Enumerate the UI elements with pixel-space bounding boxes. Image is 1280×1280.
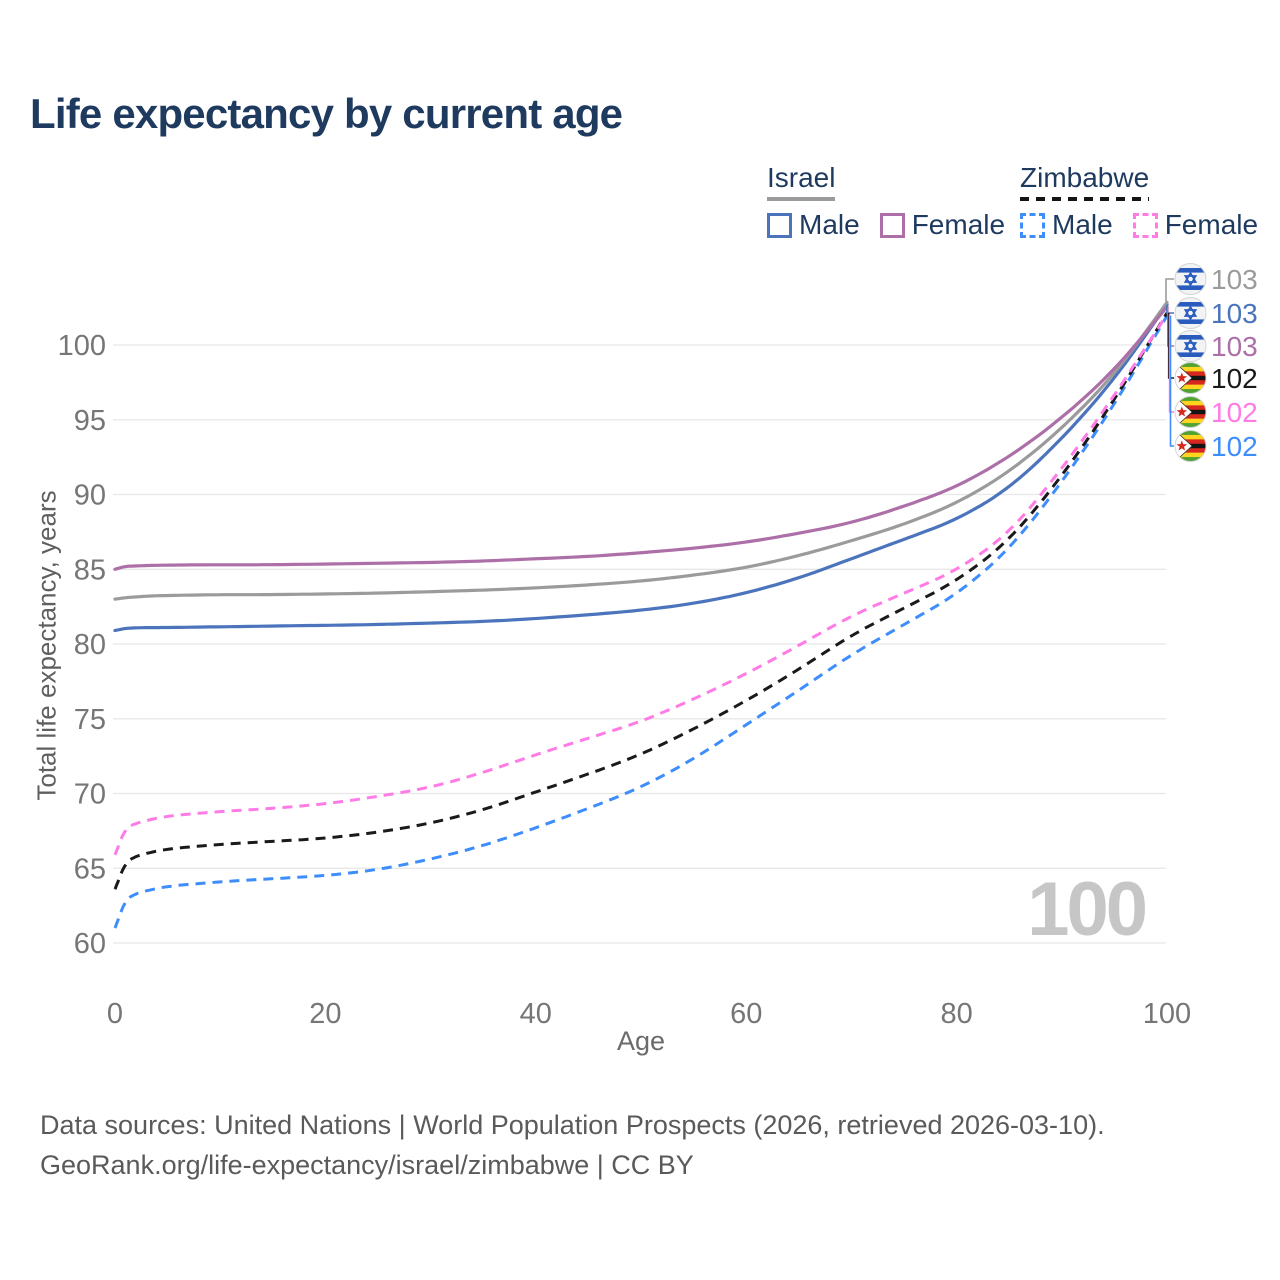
- legend-group-zimbabwe: Zimbabwe Male Female: [1020, 162, 1278, 241]
- zimbabwe-line-style-swatch: [1020, 197, 1150, 201]
- legend-swatch-israel-female[interactable]: [879, 212, 905, 238]
- series-line-israel-all: [113, 300, 1169, 601]
- israel-flag-art: [1175, 330, 1206, 362]
- flag-israel: [1174, 297, 1207, 329]
- chart-footer: Data sources: United Nations | World Pop…: [40, 1105, 1105, 1185]
- series-line-israel-female: [113, 305, 1169, 571]
- series-lines: [113, 300, 1169, 930]
- flag-zimbabwe: [1174, 362, 1207, 394]
- legend-label-israel-male[interactable]: Male: [799, 209, 860, 240]
- series-line-zimbabwe-all: [113, 312, 1169, 891]
- end-connector-israel-female: [1167, 306, 1174, 347]
- x-tick-40: 40: [520, 998, 552, 1030]
- zimbabwe-flag-art: [1175, 396, 1206, 428]
- israel-flag-ring: [1174, 330, 1207, 362]
- y-tick-85: 85: [74, 554, 106, 586]
- y-tick-65: 65: [74, 853, 106, 885]
- flag-israel: [1174, 263, 1207, 295]
- legend-label-zimbabwe-female[interactable]: Female: [1164, 209, 1259, 240]
- end-connector-zimbabwe-male: [1169, 315, 1174, 447]
- legend-group-israel: Israel Male Female: [767, 162, 1025, 241]
- x-tick-0: 0: [107, 998, 123, 1030]
- legend-country-zimbabwe[interactable]: Zimbabwe: [1020, 162, 1150, 201]
- y-tick-80: 80: [74, 629, 106, 661]
- zimbabwe-flag-ring: [1174, 430, 1207, 462]
- flag-zimbabwe: [1174, 430, 1207, 462]
- current-age-watermark: 100: [1027, 867, 1148, 952]
- end-label-zimbabwe-all: 102: [1211, 363, 1258, 394]
- x-tick-100: 100: [1143, 998, 1191, 1030]
- end-label-israel-male: 103: [1211, 298, 1258, 329]
- x-axis-title: Age: [616, 1026, 666, 1056]
- end-label-israel-female: 103: [1211, 331, 1258, 362]
- y-axis-title: Total life expectancy, years: [31, 490, 62, 801]
- end-connector-zimbabwe-all: [1167, 312, 1174, 379]
- x-tick-20: 20: [309, 998, 341, 1030]
- end-connector-israel-all: [1165, 278, 1174, 303]
- gridlines: [113, 344, 1166, 944]
- attribution-text: GeoRank.org/life-expectancy/israel/zimba…: [40, 1150, 694, 1180]
- legend-country-zimbabwe-label: Zimbabwe: [1020, 162, 1150, 193]
- israel-line-style-swatch: [767, 197, 836, 201]
- legend-country-israel[interactable]: Israel: [767, 162, 836, 201]
- zimbabwe-flag-ring: [1174, 362, 1207, 394]
- y-tick-95: 95: [74, 405, 106, 437]
- y-tick-60: 60: [74, 928, 106, 960]
- end-label-zimbabwe-male: 102: [1211, 431, 1258, 462]
- axis-ticks: 60 65 70 75 80 85 90 95 100 0 20 40 60 80 100: [58, 330, 1192, 1030]
- page-title: Life expectancy by current age: [30, 90, 623, 137]
- x-tick-60: 60: [730, 998, 762, 1030]
- zimbabwe-flag-art: [1175, 362, 1206, 394]
- series-line-zimbabwe-male: [113, 315, 1169, 930]
- legend-swatch-israel-male[interactable]: [767, 212, 792, 238]
- y-tick-70: 70: [74, 779, 106, 811]
- end-connector-israel-male: [1166, 304, 1174, 314]
- zimbabwe-flag-ring: [1174, 396, 1207, 428]
- series-line-zimbabwe-female: [113, 313, 1169, 856]
- flag-zimbabwe: [1174, 396, 1207, 428]
- legend-swatch-zimbabwe-female[interactable]: [1132, 212, 1158, 238]
- legend-swatch-zimbabwe-male[interactable]: [1020, 212, 1045, 238]
- y-tick-90: 90: [74, 480, 106, 512]
- series-line-israel-male: [113, 303, 1169, 633]
- y-tick-75: 75: [74, 704, 106, 736]
- israel-flag-ring: [1174, 263, 1207, 295]
- israel-flag-art: [1175, 297, 1206, 329]
- end-connector-zimbabwe-female: [1168, 314, 1174, 413]
- legend-country-israel-label: Israel: [767, 162, 836, 193]
- legend-label-zimbabwe-male[interactable]: Male: [1052, 209, 1113, 240]
- y-tick-100: 100: [58, 330, 106, 362]
- israel-flag-art: [1175, 263, 1206, 295]
- end-label-zimbabwe-female: 102: [1211, 397, 1258, 428]
- legend-label-israel-female[interactable]: Female: [911, 209, 1006, 240]
- x-tick-80: 80: [940, 998, 972, 1030]
- flag-israel: [1174, 330, 1207, 362]
- israel-flag-ring: [1174, 297, 1207, 329]
- zimbabwe-flag-art: [1175, 430, 1206, 462]
- data-sources-text: Data sources: United Nations | World Pop…: [40, 1110, 1105, 1140]
- end-label-israel-all: 103: [1211, 264, 1258, 295]
